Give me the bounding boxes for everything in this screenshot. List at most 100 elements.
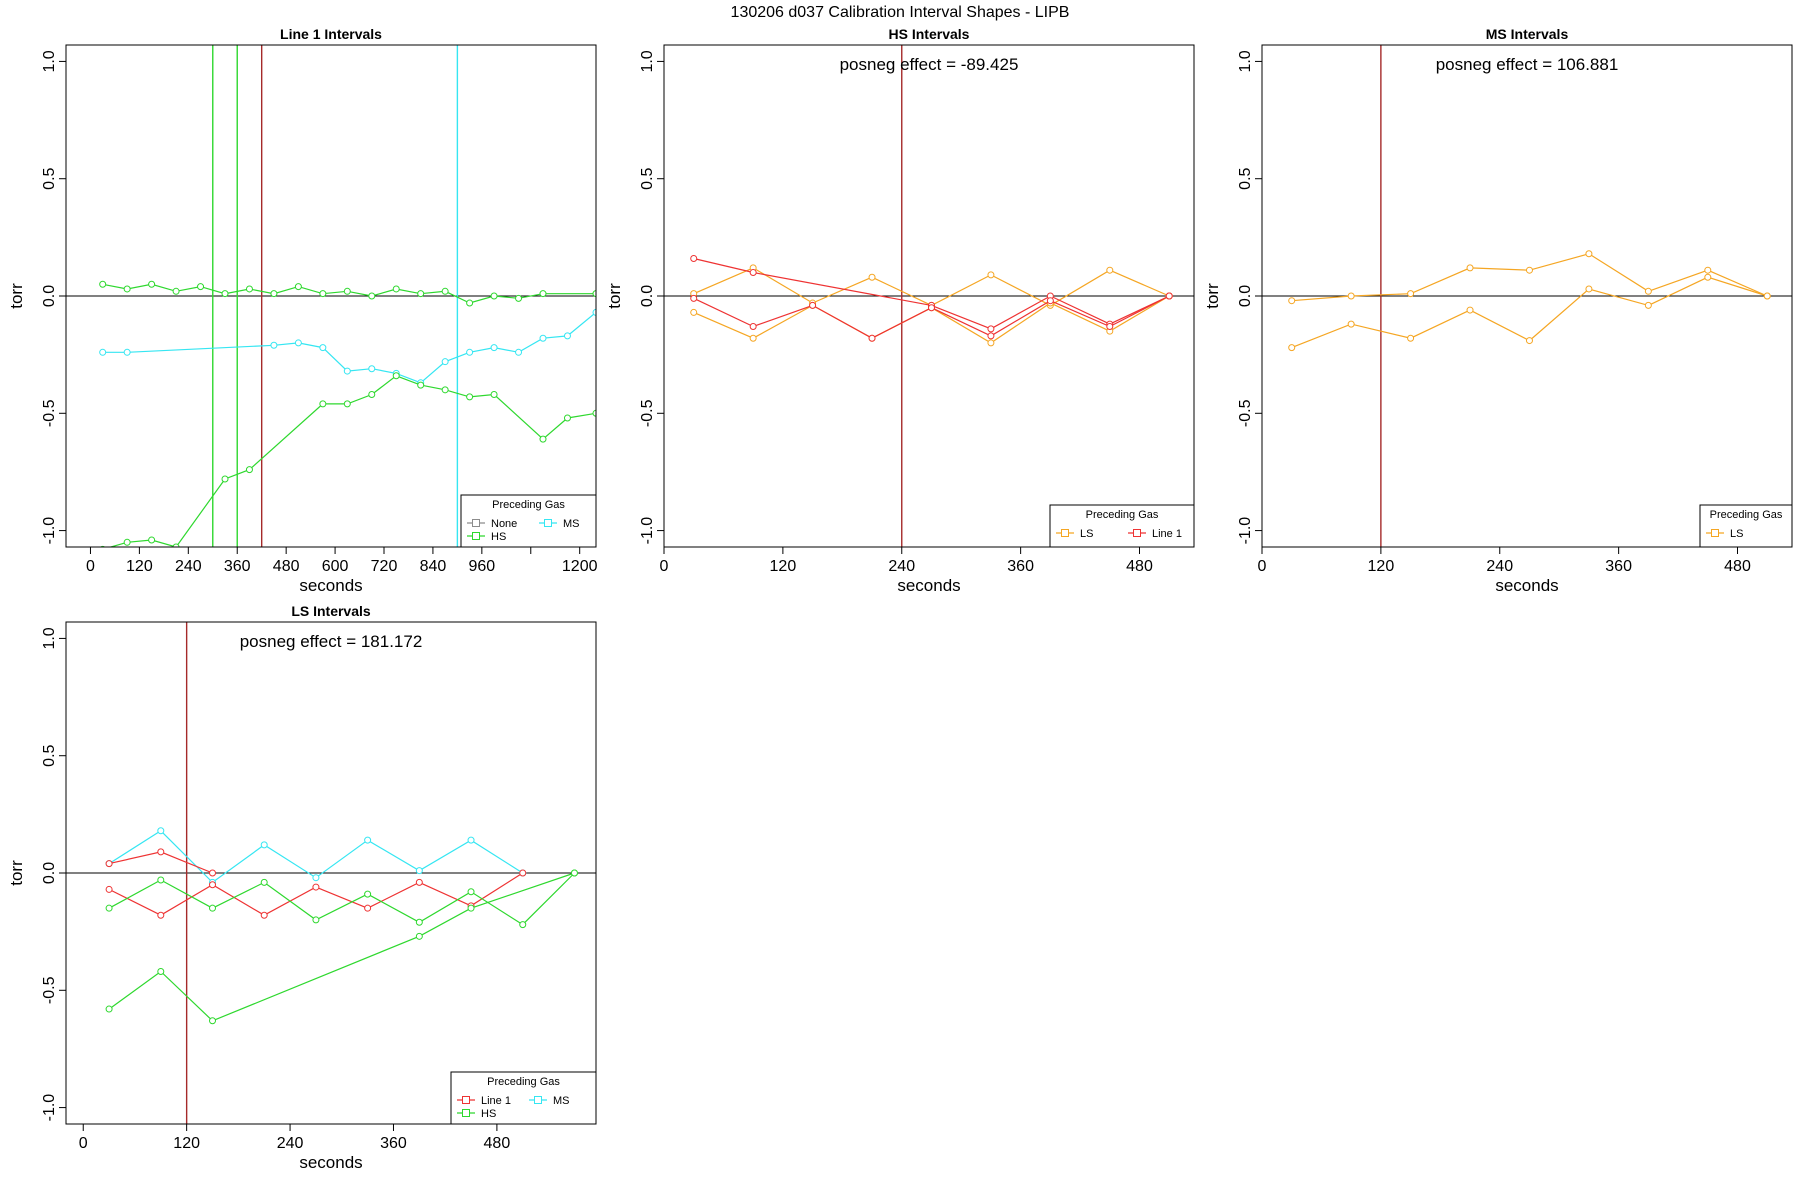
legend: Preceding Gas LS bbox=[1699, 504, 1793, 548]
x-tick-label: 0 bbox=[1258, 558, 1267, 575]
legend-swatch-marker bbox=[1133, 529, 1141, 537]
data-point bbox=[157, 911, 165, 919]
data-point bbox=[1288, 344, 1296, 352]
legend-swatch-marker bbox=[534, 1096, 542, 1104]
legend-swatch-marker bbox=[1711, 529, 1719, 537]
legend: Preceding Gas None MS HS bbox=[460, 494, 597, 548]
legend-title: Preceding Gas bbox=[487, 1076, 560, 1088]
figure-title: 130206 d037 Calibration Interval Shapes … bbox=[731, 4, 1070, 21]
data-point bbox=[294, 339, 302, 347]
data-point bbox=[466, 393, 474, 401]
posneg-annotation: posneg effect = 181.172 bbox=[240, 632, 423, 651]
legend-entry: LS bbox=[1706, 528, 1743, 540]
legend-box bbox=[1699, 504, 1793, 548]
legend-label: Line 1 bbox=[1152, 528, 1182, 540]
legend-swatch-marker bbox=[472, 519, 480, 527]
x-tick-label: 360 bbox=[1007, 558, 1034, 575]
panel-title: LS Intervals bbox=[291, 603, 371, 619]
data-point bbox=[364, 890, 372, 898]
data-point bbox=[157, 848, 165, 856]
data-point bbox=[294, 283, 302, 291]
legend-label: Line 1 bbox=[481, 1095, 511, 1107]
data-point bbox=[987, 271, 995, 279]
x-axis-label: seconds bbox=[897, 576, 960, 595]
data-point bbox=[343, 400, 351, 408]
data-point bbox=[157, 876, 165, 884]
data-point bbox=[260, 878, 268, 886]
data-point bbox=[539, 290, 547, 298]
y-axis-label: torr bbox=[1203, 283, 1222, 309]
data-point bbox=[749, 322, 757, 330]
x-tick-label: 360 bbox=[1605, 558, 1632, 575]
y-tick-label: 0.5 bbox=[639, 167, 656, 189]
panel-title: MS Intervals bbox=[1486, 26, 1569, 42]
data-point bbox=[123, 538, 131, 546]
data-point bbox=[1165, 292, 1173, 300]
legend-box bbox=[460, 494, 597, 548]
data-point bbox=[148, 280, 156, 288]
legend-entry: None bbox=[467, 518, 517, 530]
x-axis-label: seconds bbox=[1495, 576, 1558, 595]
data-point bbox=[319, 344, 327, 352]
data-point bbox=[1347, 292, 1355, 300]
data-point bbox=[392, 372, 400, 380]
x-tick-label: 240 bbox=[277, 1135, 304, 1152]
x-tick-label: 720 bbox=[371, 558, 398, 575]
data-point bbox=[592, 308, 596, 316]
legend-label: None bbox=[491, 518, 517, 530]
legend-swatch-marker bbox=[462, 1096, 470, 1104]
legend-swatch-marker bbox=[544, 519, 552, 527]
data-point bbox=[197, 283, 205, 291]
data-point bbox=[809, 301, 817, 309]
data-point bbox=[515, 348, 523, 356]
data-point bbox=[392, 285, 400, 293]
y-tick-label: 1.0 bbox=[41, 627, 58, 649]
data-point bbox=[123, 285, 131, 293]
x-tick-label: 840 bbox=[420, 558, 447, 575]
x-tick-label: 360 bbox=[380, 1135, 407, 1152]
data-point bbox=[415, 918, 423, 926]
data-point bbox=[63, 551, 69, 557]
legend-label: HS bbox=[491, 531, 506, 543]
data-point bbox=[245, 285, 253, 293]
chart-panel-4: LS Intervals 0 120 240 360 480 -1.0 -0.5 0.0 0.5 1… bbox=[7, 603, 597, 1172]
data-point bbox=[319, 400, 327, 408]
y-tick-label: 1.0 bbox=[639, 50, 656, 72]
data-point bbox=[467, 904, 475, 912]
y-tick-label: -1.0 bbox=[41, 517, 58, 545]
x-tick-label: 480 bbox=[1126, 558, 1153, 575]
legend-entry: Line 1 bbox=[457, 1095, 511, 1107]
data-point bbox=[123, 348, 131, 356]
legend-entry: LS bbox=[1056, 528, 1093, 540]
data-point bbox=[1106, 266, 1114, 274]
x-tick-label: 600 bbox=[322, 558, 349, 575]
series-line bbox=[108, 375, 596, 547]
y-tick-label: 0.5 bbox=[41, 167, 58, 189]
data-point bbox=[319, 290, 327, 298]
x-tick-label: 240 bbox=[1486, 558, 1513, 575]
data-point bbox=[221, 290, 229, 298]
data-point bbox=[1704, 273, 1712, 281]
posneg-annotation: posneg effect = 106.881 bbox=[1436, 55, 1619, 74]
data-point bbox=[209, 1017, 217, 1025]
y-tick-label: -0.5 bbox=[41, 976, 58, 1004]
data-point bbox=[1466, 306, 1474, 314]
y-tick-label: 0.5 bbox=[41, 744, 58, 766]
data-point bbox=[105, 904, 113, 912]
legend-swatch-marker bbox=[462, 1109, 470, 1117]
legend: Preceding Gas LS Line 1 bbox=[1049, 504, 1195, 548]
legend-label: MS bbox=[553, 1095, 570, 1107]
data-point bbox=[1525, 337, 1533, 345]
y-tick-label: 0.0 bbox=[639, 285, 656, 307]
y-axis-label: torr bbox=[7, 860, 26, 886]
legend-title: Preceding Gas bbox=[1086, 509, 1159, 521]
data-point bbox=[749, 269, 757, 277]
legend-entry: HS bbox=[467, 531, 506, 543]
data-point bbox=[570, 869, 578, 877]
data-point bbox=[749, 334, 757, 342]
data-point bbox=[1046, 297, 1054, 305]
data-point bbox=[221, 475, 229, 483]
x-axis-label: seconds bbox=[299, 576, 362, 595]
y-tick-label: 0.0 bbox=[1237, 285, 1254, 307]
x-tick-label: 480 bbox=[273, 558, 300, 575]
